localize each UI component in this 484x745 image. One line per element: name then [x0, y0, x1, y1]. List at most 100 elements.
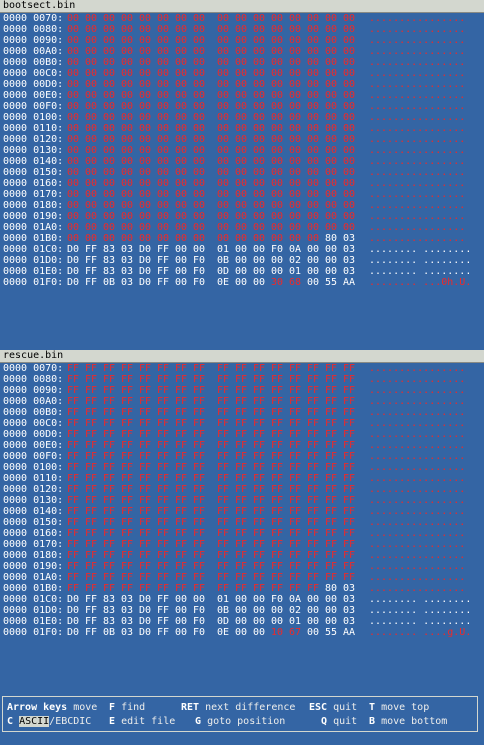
- hex-byte[interactable]: 00: [103, 134, 116, 145]
- hex-byte[interactable]: FF: [289, 462, 302, 473]
- hex-byte[interactable]: 00: [271, 189, 284, 200]
- hex-byte[interactable]: 00: [193, 79, 206, 90]
- bottom-file-pane[interactable]: rescue.bin 0000 0070: FF FF FF FF FF FF FF FF FF F…: [0, 350, 484, 692]
- hex-byte[interactable]: FF: [193, 484, 206, 495]
- hex-byte[interactable]: FF: [193, 440, 206, 451]
- hex-byte[interactable]: 55: [325, 627, 338, 638]
- hex-byte[interactable]: F0: [271, 244, 284, 255]
- hex-byte[interactable]: 00: [121, 189, 134, 200]
- hex-byte[interactable]: FF: [325, 429, 338, 440]
- hex-byte[interactable]: FF: [235, 396, 248, 407]
- hex-byte[interactable]: 00: [307, 13, 320, 24]
- hex-byte[interactable]: 00: [157, 233, 170, 244]
- hex-byte[interactable]: 00: [343, 57, 356, 68]
- hex-byte[interactable]: 00: [235, 167, 248, 178]
- hex-byte[interactable]: 00: [217, 24, 230, 35]
- hex-byte[interactable]: 00: [289, 178, 302, 189]
- hex-byte[interactable]: 00: [193, 178, 206, 189]
- hex-byte[interactable]: 00: [325, 255, 338, 266]
- hex-byte[interactable]: FF: [67, 473, 80, 484]
- hex-byte[interactable]: FF: [235, 473, 248, 484]
- hex-byte[interactable]: FF: [217, 495, 230, 506]
- hex-byte[interactable]: 00: [175, 277, 188, 288]
- hex-byte[interactable]: 03: [121, 244, 134, 255]
- hex-byte[interactable]: 00: [85, 123, 98, 134]
- hex-byte[interactable]: FF: [325, 561, 338, 572]
- hex-byte[interactable]: FF: [103, 407, 116, 418]
- hex-byte[interactable]: D0: [139, 594, 152, 605]
- hex-byte[interactable]: FF: [271, 583, 284, 594]
- hex-byte[interactable]: FF: [217, 363, 230, 374]
- hex-byte[interactable]: FF: [157, 561, 170, 572]
- hex-byte[interactable]: 0B: [103, 277, 116, 288]
- hex-byte[interactable]: 00: [157, 101, 170, 112]
- hex-byte[interactable]: 00: [289, 46, 302, 57]
- hex-byte[interactable]: FF: [343, 407, 356, 418]
- hex-byte[interactable]: FF: [235, 495, 248, 506]
- hex-byte[interactable]: 00: [121, 112, 134, 123]
- hex-byte[interactable]: FF: [343, 550, 356, 561]
- hex-byte[interactable]: 0D: [217, 616, 230, 627]
- hex-byte[interactable]: 00: [271, 90, 284, 101]
- hex-byte[interactable]: FF: [157, 473, 170, 484]
- hex-byte[interactable]: 00: [235, 277, 248, 288]
- hex-byte[interactable]: 00: [103, 46, 116, 57]
- hex-byte[interactable]: FF: [85, 484, 98, 495]
- hex-byte[interactable]: FF: [157, 594, 170, 605]
- hex-byte[interactable]: D0: [67, 605, 80, 616]
- hex-byte[interactable]: FF: [343, 385, 356, 396]
- hex-byte[interactable]: 00: [325, 156, 338, 167]
- hex-byte[interactable]: 00: [85, 233, 98, 244]
- hex-byte[interactable]: FF: [139, 462, 152, 473]
- hex-byte[interactable]: FF: [139, 528, 152, 539]
- hex-byte[interactable]: 00: [307, 266, 320, 277]
- hex-byte[interactable]: 00: [175, 35, 188, 46]
- hex-byte[interactable]: 01: [217, 594, 230, 605]
- hex-byte[interactable]: 00: [193, 46, 206, 57]
- hex-byte[interactable]: 00: [271, 222, 284, 233]
- hex-byte[interactable]: 00: [175, 167, 188, 178]
- hex-byte[interactable]: 00: [271, 156, 284, 167]
- hex-byte[interactable]: 00: [235, 222, 248, 233]
- hex-byte[interactable]: 00: [289, 167, 302, 178]
- hex-byte[interactable]: 55: [325, 277, 338, 288]
- hex-byte[interactable]: FF: [217, 407, 230, 418]
- hex-byte[interactable]: FF: [217, 484, 230, 495]
- hex-byte[interactable]: FF: [139, 374, 152, 385]
- hex-byte[interactable]: 00: [121, 233, 134, 244]
- hex-byte[interactable]: 00: [175, 244, 188, 255]
- hex-byte[interactable]: FF: [103, 495, 116, 506]
- hex-byte[interactable]: 00: [103, 123, 116, 134]
- hex-byte[interactable]: FF: [175, 583, 188, 594]
- hex-byte[interactable]: FF: [253, 429, 266, 440]
- hex-byte[interactable]: 00: [271, 134, 284, 145]
- hex-byte[interactable]: 00: [307, 627, 320, 638]
- hex-byte[interactable]: 00: [121, 200, 134, 211]
- hex-byte[interactable]: 00: [157, 222, 170, 233]
- hex-byte[interactable]: FF: [157, 627, 170, 638]
- hex-byte[interactable]: FF: [139, 385, 152, 396]
- hex-byte[interactable]: 00: [85, 211, 98, 222]
- hex-byte[interactable]: FF: [121, 506, 134, 517]
- hex-byte[interactable]: FF: [289, 484, 302, 495]
- hex-byte[interactable]: 80: [325, 583, 338, 594]
- hex-byte[interactable]: FF: [325, 495, 338, 506]
- hex-byte[interactable]: FF: [307, 418, 320, 429]
- hex-byte[interactable]: FF: [307, 550, 320, 561]
- hex-byte[interactable]: 00: [217, 200, 230, 211]
- hex-byte[interactable]: FF: [289, 528, 302, 539]
- hex-byte[interactable]: FF: [67, 385, 80, 396]
- hex-byte[interactable]: FF: [307, 451, 320, 462]
- hex-byte[interactable]: FF: [289, 440, 302, 451]
- hex-byte[interactable]: 83: [103, 616, 116, 627]
- hex-byte[interactable]: 00: [253, 112, 266, 123]
- hex-byte[interactable]: FF: [343, 363, 356, 374]
- hex-byte[interactable]: 00: [289, 57, 302, 68]
- hex-byte[interactable]: 00: [157, 156, 170, 167]
- hex-byte[interactable]: FF: [193, 451, 206, 462]
- hex-byte[interactable]: 00: [67, 145, 80, 156]
- hex-byte[interactable]: 00: [307, 79, 320, 90]
- hex-byte[interactable]: FF: [217, 473, 230, 484]
- hex-byte[interactable]: 00: [253, 123, 266, 134]
- hex-byte[interactable]: FF: [253, 374, 266, 385]
